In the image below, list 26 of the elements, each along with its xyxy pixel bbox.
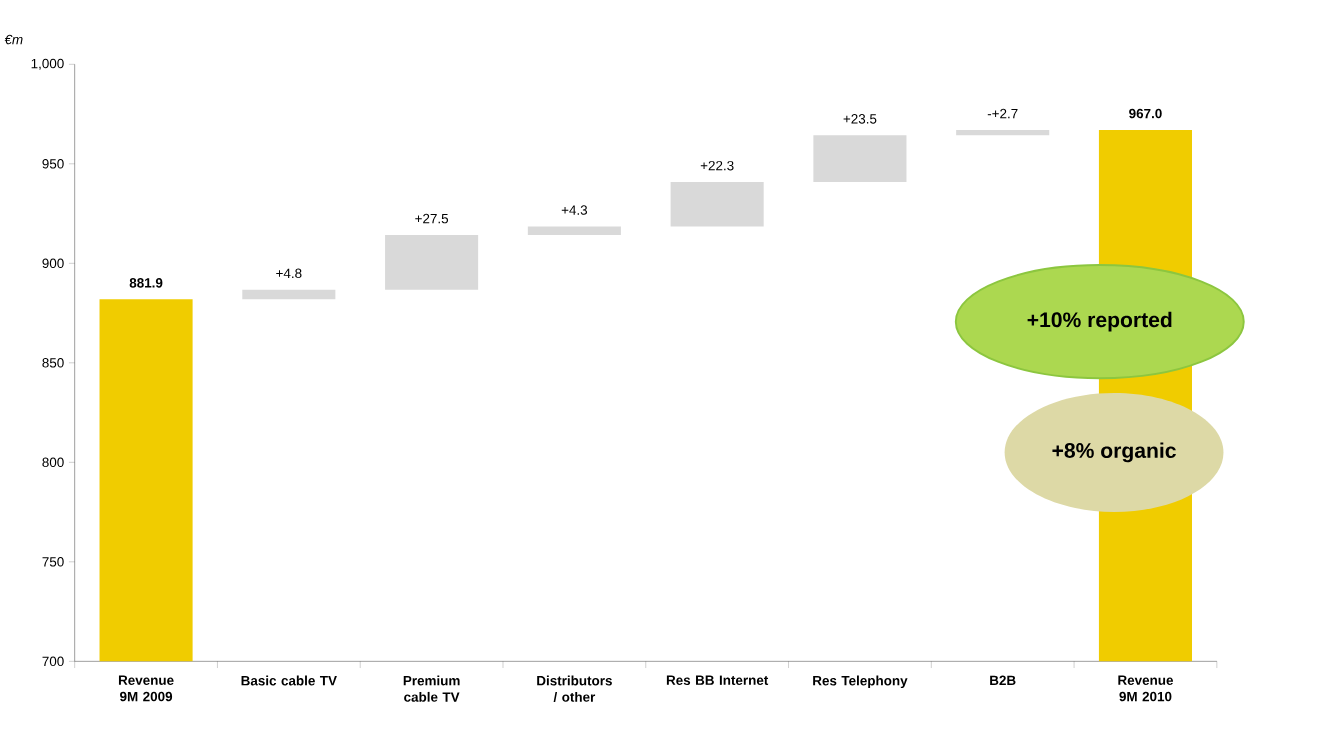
y-tick-label: 950	[42, 159, 64, 169]
data-label: +27.5	[415, 213, 449, 224]
y-tick-label: 850	[42, 358, 64, 368]
x-tick-label: Revenue 9M 2010	[1118, 675, 1174, 702]
y-tick-label: 800	[42, 457, 64, 468]
data-label: 967.0	[1129, 108, 1162, 119]
data-label: +4.3	[561, 205, 588, 215]
y-tick-label: 700	[42, 656, 64, 667]
y-tick-label: 1,000	[31, 58, 64, 70]
x-tick-label: Distributors / other	[537, 675, 612, 702]
x-tick-label: Res BB Internet	[666, 675, 769, 686]
data-label: +22.3	[700, 160, 734, 171]
x-tick-label: Basic cable TV	[241, 675, 337, 686]
data-label: +23.5	[843, 114, 877, 124]
x-tick-label: B2B	[990, 675, 1016, 686]
y-tick-label: 750	[42, 557, 64, 567]
x-tick-label: Revenue 9M 2009	[118, 675, 174, 702]
annotation: +10% reported	[1027, 311, 1172, 332]
data-label: -+2.7	[987, 108, 1018, 119]
x-tick-label: Res Telephony	[813, 675, 908, 689]
y-axis-title: €m	[4, 34, 23, 45]
x-tick-label: Premium cable TV	[403, 675, 460, 702]
annotation: +8% organic	[1052, 442, 1176, 463]
data-label: +4.8	[276, 268, 302, 279]
y-tick-label: 900	[42, 258, 64, 269]
data-label: 881.9	[129, 278, 163, 288]
